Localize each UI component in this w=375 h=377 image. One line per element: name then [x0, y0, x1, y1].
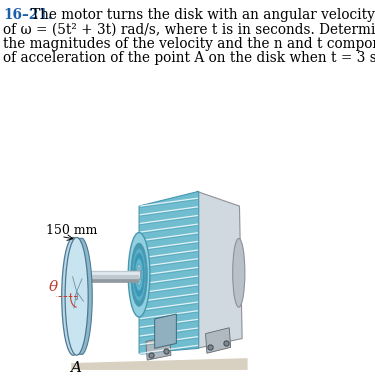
Polygon shape	[154, 314, 176, 348]
Ellipse shape	[134, 253, 144, 296]
Text: 150 mm: 150 mm	[46, 224, 98, 237]
Ellipse shape	[138, 270, 140, 280]
Text: θ: θ	[49, 279, 58, 294]
Polygon shape	[206, 328, 231, 353]
Polygon shape	[139, 192, 199, 353]
Ellipse shape	[76, 293, 78, 300]
Polygon shape	[75, 238, 92, 354]
Text: The motor turns the disk with an angular velocity: The motor turns the disk with an angular…	[31, 8, 375, 22]
Polygon shape	[197, 192, 242, 348]
Ellipse shape	[137, 268, 141, 282]
Polygon shape	[71, 358, 248, 370]
Ellipse shape	[136, 264, 142, 285]
Ellipse shape	[62, 238, 85, 355]
Text: 16–21.: 16–21.	[3, 8, 53, 22]
Text: of ω = (5t² + 3t) rad/s, where t is in seconds. Determine: of ω = (5t² + 3t) rad/s, where t is in s…	[3, 22, 375, 36]
Ellipse shape	[232, 238, 245, 307]
Ellipse shape	[131, 243, 147, 306]
Text: A: A	[70, 361, 81, 375]
Text: of acceleration of the point A on the disk when t = 3 s.: of acceleration of the point A on the di…	[3, 51, 375, 66]
Ellipse shape	[135, 259, 143, 291]
Ellipse shape	[128, 233, 150, 317]
Text: the magnitudes of the velocity and the n and t components: the magnitudes of the velocity and the n…	[3, 37, 375, 51]
Ellipse shape	[65, 238, 88, 355]
Ellipse shape	[132, 248, 146, 301]
Ellipse shape	[138, 271, 140, 279]
Polygon shape	[146, 337, 171, 360]
